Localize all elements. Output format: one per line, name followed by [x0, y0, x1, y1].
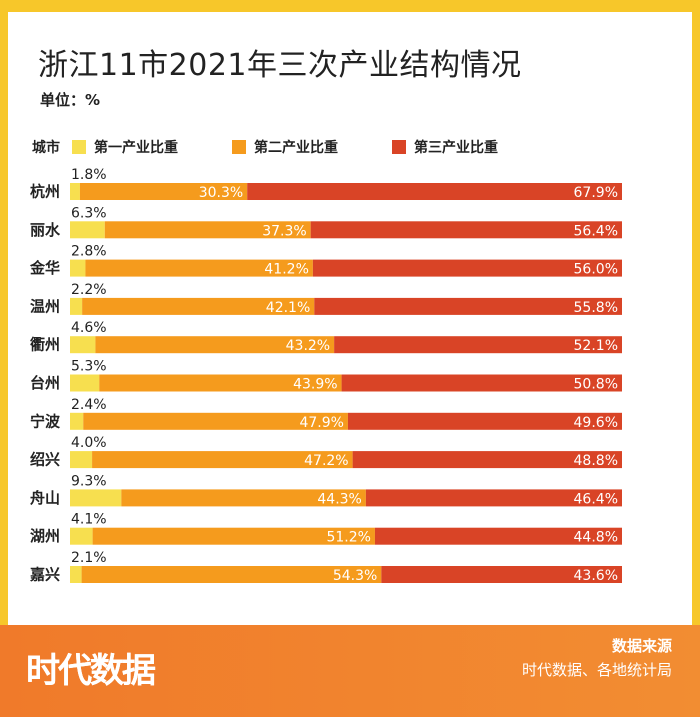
unit-label: 单位：% [40, 91, 101, 109]
bar-tertiary [314, 297, 622, 315]
data-label-tertiary: 56.0% [574, 262, 618, 278]
data-label-primary: 2.8% [71, 244, 107, 260]
category-label: 嘉兴 [29, 566, 60, 584]
data-label-primary: 6.3% [71, 205, 107, 221]
data-label-tertiary: 43.6% [574, 568, 618, 584]
data-label-secondary: 51.2% [326, 530, 370, 546]
bar-primary [70, 374, 100, 392]
bar-secondary [104, 221, 311, 239]
bar-tertiary [347, 412, 622, 430]
data-label-primary: 4.0% [71, 435, 107, 451]
data-label-secondary: 54.3% [333, 568, 377, 584]
data-label-secondary: 43.9% [293, 377, 337, 393]
data-label-primary: 9.3% [71, 473, 107, 489]
data-label-secondary: 47.9% [299, 415, 343, 431]
data-label-primary: 1.8% [71, 167, 107, 183]
category-label: 丽水 [30, 221, 61, 239]
legend-item-primary: 第一产业比重 [72, 137, 178, 157]
data-label-tertiary: 52.1% [574, 338, 618, 354]
bar-secondary [99, 374, 342, 392]
bar-primary [70, 489, 122, 507]
bar-tertiary [334, 336, 622, 354]
data-label-secondary: 44.3% [317, 491, 361, 507]
footer: 时代数据 数据来源 时代数据、各地统计局 [0, 625, 700, 717]
category-label: 宁波 [30, 412, 61, 430]
data-label-primary: 4.1% [71, 512, 107, 528]
data-label-tertiary: 55.8% [574, 300, 618, 316]
legend-swatch-primary [72, 140, 86, 154]
bar-tertiary [381, 566, 622, 583]
category-label: 舟山 [30, 489, 60, 507]
data-label-tertiary: 50.8% [574, 377, 618, 393]
brand-logo: 时代数据 [26, 651, 156, 691]
data-label-tertiary: 49.6% [574, 415, 618, 431]
category-label: 温州 [30, 297, 60, 315]
legend-item-secondary: 第二产业比重 [232, 137, 338, 157]
bar-primary [70, 297, 83, 315]
legend-item-tertiary: 第三产业比重 [392, 137, 498, 157]
source-value: 时代数据、各地统计局 [521, 661, 672, 679]
category-label: 湖州 [30, 527, 60, 545]
data-label-secondary: 47.2% [304, 453, 348, 469]
legend-header: 城市 [32, 140, 60, 156]
category-label: 杭州 [30, 183, 60, 201]
data-label-secondary: 43.2% [286, 338, 330, 354]
data-label-secondary: 37.3% [262, 223, 306, 239]
bar-secondary [92, 451, 353, 469]
data-label-primary: 2.2% [71, 282, 107, 298]
bar-secondary [95, 336, 335, 354]
bar-primary [70, 451, 93, 469]
legend-label-secondary: 第二产业比重 [254, 140, 338, 156]
source-label: 数据来源 [611, 637, 672, 655]
data-label-tertiary: 44.8% [574, 530, 618, 546]
legend-swatch-tertiary [392, 140, 406, 154]
data-label-tertiary: 56.4% [574, 223, 618, 239]
bar-tertiary [365, 489, 622, 507]
data-label-primary: 2.4% [71, 397, 107, 413]
legend-swatch-secondary [232, 140, 246, 154]
bar-primary [70, 412, 84, 430]
category-label: 绍兴 [30, 451, 60, 469]
data-label-tertiary: 46.4% [574, 491, 618, 507]
chart-title: 浙江11市2021年三次产业结构情况 [38, 48, 522, 83]
data-label-secondary: 42.1% [266, 300, 310, 316]
category-label: 金华 [29, 259, 60, 277]
bar-primary [70, 566, 82, 583]
data-label-tertiary: 67.9% [574, 185, 618, 201]
data-label-secondary: 41.2% [264, 262, 308, 278]
category-label: 衢州 [30, 336, 60, 354]
data-label-tertiary: 48.8% [574, 453, 618, 469]
bar-primary [70, 527, 93, 545]
bar-tertiary [310, 221, 622, 239]
legend-label-tertiary: 第三产业比重 [414, 140, 498, 156]
data-label-primary: 4.6% [71, 320, 107, 336]
bar-tertiary [312, 259, 622, 277]
bar-secondary [81, 566, 382, 583]
data-label-secondary: 30.3% [199, 185, 243, 201]
bar-secondary [83, 412, 348, 430]
legend: 城市 第一产业比重 第二产业比重 第三产业比重 [32, 137, 552, 157]
bar-primary [70, 183, 80, 200]
bar-primary [70, 221, 105, 239]
bar-tertiary [247, 183, 622, 200]
bar-secondary [85, 259, 313, 277]
bar-tertiary [341, 374, 622, 392]
category-label: 台州 [30, 374, 60, 392]
bar-secondary [82, 297, 315, 315]
bar-tertiary [352, 451, 622, 469]
bar-secondary [79, 183, 248, 200]
data-label-primary: 5.3% [71, 359, 107, 375]
bar-primary [70, 259, 86, 277]
legend-label-primary: 第一产业比重 [94, 140, 178, 156]
bar-secondary [121, 489, 366, 507]
bar-tertiary [374, 527, 622, 545]
bar-secondary [92, 527, 375, 545]
data-label-primary: 2.1% [71, 550, 107, 566]
bar-primary [70, 336, 96, 354]
